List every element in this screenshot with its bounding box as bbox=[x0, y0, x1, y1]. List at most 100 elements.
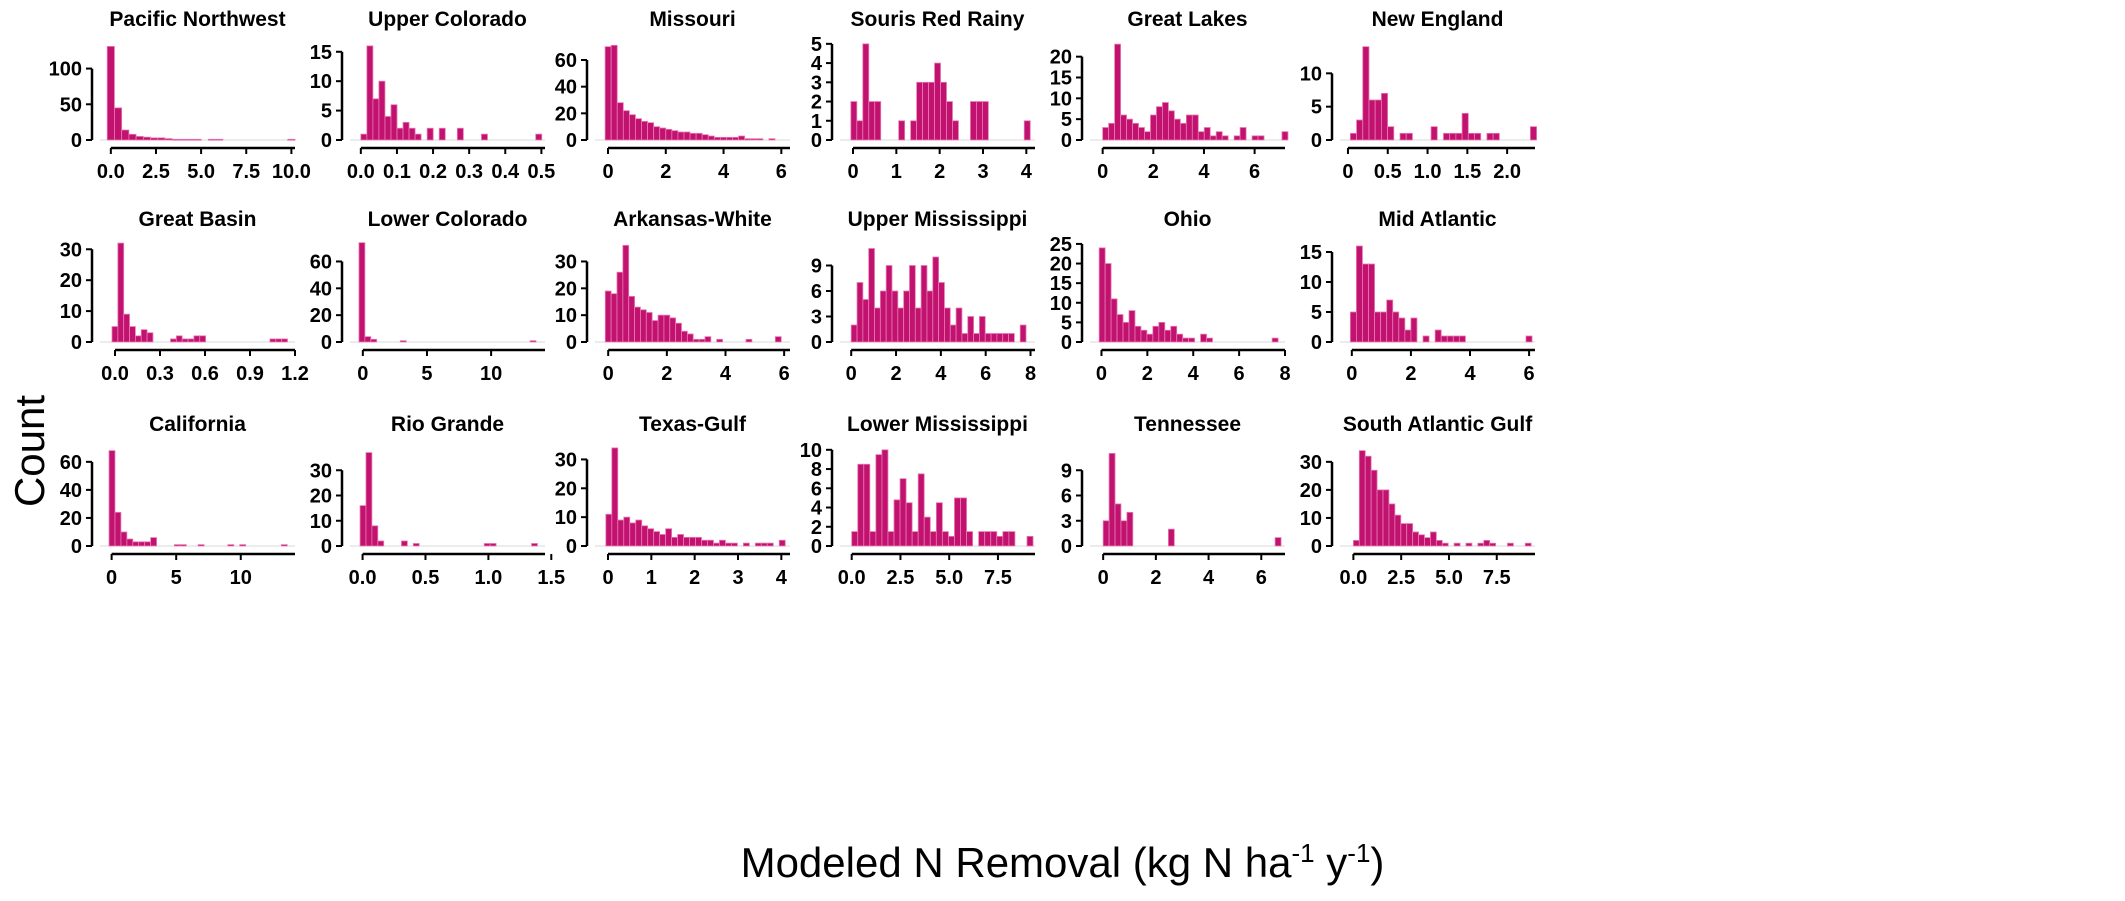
x-tick-label: 0.1 bbox=[383, 161, 411, 183]
panel-title: Lower Mississippi bbox=[847, 413, 1028, 436]
histogram-bar bbox=[227, 544, 235, 547]
histogram-bar bbox=[857, 463, 865, 547]
histogram-bar bbox=[981, 101, 989, 141]
y-tick-label: 20 bbox=[60, 270, 82, 292]
histogram-bar bbox=[611, 447, 619, 547]
histogram-bar bbox=[677, 131, 685, 141]
x-tick-label: 0 bbox=[1097, 161, 1108, 183]
y-tick-label: 4 bbox=[811, 53, 823, 75]
histogram-bar bbox=[1362, 263, 1369, 343]
histogram-bar bbox=[1449, 132, 1457, 141]
x-tick-label: 4 bbox=[720, 363, 732, 385]
x-tick-label: 6 bbox=[1234, 363, 1245, 385]
panel-title: Great Basin bbox=[139, 208, 257, 231]
histogram-bar bbox=[170, 338, 177, 343]
histogram-bar bbox=[1152, 325, 1160, 343]
histogram-bar bbox=[1146, 333, 1154, 343]
y-tick-label: 15 bbox=[310, 42, 332, 64]
y-tick-label: 20 bbox=[1050, 47, 1072, 69]
x-tick-label: 8 bbox=[1025, 363, 1036, 385]
histogram-bar bbox=[126, 538, 134, 547]
histogram-bar bbox=[1434, 329, 1442, 343]
histogram-bar bbox=[1453, 542, 1461, 547]
y-tick-label: 30 bbox=[555, 449, 577, 471]
histogram-bar bbox=[725, 542, 732, 547]
y-tick-label: 2 bbox=[811, 92, 822, 114]
histogram-bar bbox=[1368, 263, 1375, 343]
histogram-bar bbox=[681, 330, 688, 343]
histogram-bar bbox=[874, 101, 882, 141]
histogram-bar bbox=[850, 101, 858, 141]
y-tick-label: 10 bbox=[1050, 293, 1072, 315]
y-tick-label: 0 bbox=[321, 130, 332, 152]
x-tick-label: 0 bbox=[847, 161, 858, 183]
histogram-bar bbox=[269, 338, 277, 343]
histogram-bar bbox=[922, 81, 929, 141]
histogram-bar bbox=[144, 541, 152, 547]
y-tick-label: 20 bbox=[1050, 254, 1072, 276]
x-axis-label-exp2: -1 bbox=[1347, 838, 1371, 868]
x-tick-label: 5.0 bbox=[187, 161, 215, 183]
histogram-bar bbox=[489, 543, 497, 547]
y-tick-label: 15 bbox=[1050, 273, 1072, 295]
histogram-bar bbox=[1435, 539, 1443, 547]
x-tick-label: 1 bbox=[891, 161, 902, 183]
y-tick-label: 6 bbox=[811, 478, 822, 500]
x-tick-label: 0.3 bbox=[146, 363, 174, 385]
x-tick-label: 6 bbox=[776, 161, 787, 183]
y-tick-label: 0 bbox=[1061, 332, 1072, 354]
x-tick-label: 8 bbox=[1279, 363, 1290, 385]
x-tick-label: 0.2 bbox=[419, 161, 447, 183]
y-tick-label: 20 bbox=[1300, 480, 1322, 502]
histogram-bar bbox=[1126, 511, 1134, 547]
histogram-bar bbox=[719, 539, 726, 547]
x-tick-label: 0.9 bbox=[236, 363, 264, 385]
histogram-bar bbox=[281, 338, 288, 343]
x-tick-label: 1.0 bbox=[474, 567, 502, 589]
histogram-bar bbox=[1197, 131, 1205, 141]
histogram-panel: South Atlantic Gulf 0 10 20 30 0.0 2.5 5.0 7.5 bbox=[1300, 413, 1535, 589]
histogram-bar bbox=[1410, 317, 1418, 343]
x-tick-label: 2.0 bbox=[1493, 161, 1521, 183]
panel-title: Tennessee bbox=[1134, 413, 1241, 436]
histogram-bar bbox=[179, 544, 187, 547]
y-tick-label: 4 bbox=[811, 498, 823, 520]
y-tick-label: 0 bbox=[811, 536, 822, 558]
histogram-bar bbox=[719, 136, 727, 141]
histogram-bar bbox=[1418, 534, 1425, 547]
histogram-bar bbox=[1126, 118, 1133, 141]
x-tick-label: 10.0 bbox=[272, 161, 311, 183]
histogram-bar bbox=[623, 516, 631, 547]
histogram-bar bbox=[1356, 119, 1364, 141]
histogram-bar bbox=[1164, 329, 1172, 343]
histogram-bar bbox=[171, 138, 180, 141]
y-tick-label: 5 bbox=[1311, 97, 1322, 119]
histogram-bar bbox=[689, 536, 696, 547]
y-tick-label: 15 bbox=[1300, 242, 1322, 264]
histogram-bar bbox=[239, 544, 247, 547]
histogram-bar bbox=[990, 531, 998, 547]
x-tick-label: 4 bbox=[935, 363, 947, 385]
histogram-bar bbox=[899, 478, 907, 547]
histogram-bar bbox=[941, 531, 949, 547]
histogram-panel: Great Basin 0 10 20 30 0.0 0.3 0.6 0.9 1.2 bbox=[60, 208, 309, 385]
histogram-bar bbox=[364, 336, 372, 343]
y-tick-label: 10 bbox=[310, 71, 332, 93]
x-tick-label: 1.5 bbox=[537, 567, 565, 589]
histogram-bar bbox=[1167, 528, 1175, 547]
histogram-bar bbox=[932, 256, 940, 343]
x-tick-label: 4 bbox=[1188, 363, 1200, 385]
histogram-bar bbox=[1158, 321, 1166, 343]
histogram-bar bbox=[944, 307, 951, 343]
panel-title: Mid Atlantic bbox=[1378, 208, 1497, 231]
histogram-panel: California 0 20 40 60 0 5 10 bbox=[60, 413, 295, 589]
histogram-bar bbox=[193, 138, 202, 141]
histogram-bar bbox=[1102, 520, 1110, 547]
y-tick-label: 5 bbox=[811, 34, 822, 56]
histogram-bar bbox=[179, 138, 188, 141]
histogram-bar bbox=[869, 531, 877, 547]
histogram-bar bbox=[197, 544, 205, 547]
histogram-bar bbox=[120, 531, 128, 547]
x-tick-label: 7.5 bbox=[984, 567, 1012, 589]
